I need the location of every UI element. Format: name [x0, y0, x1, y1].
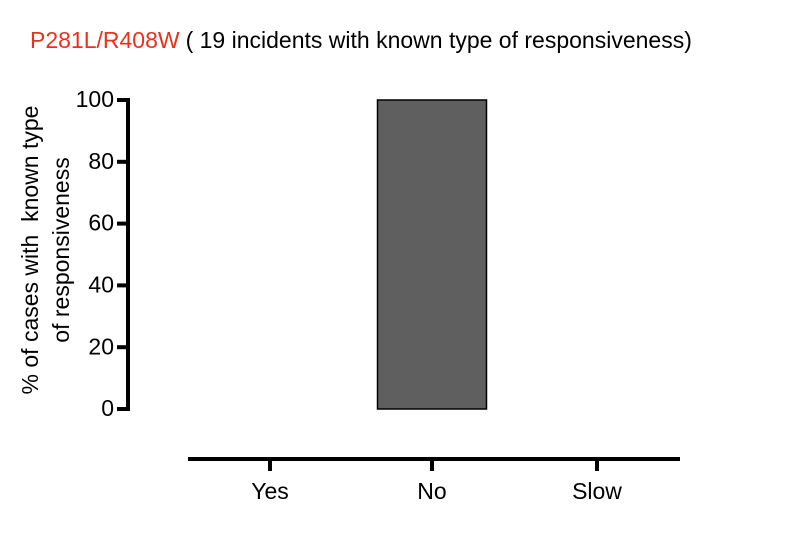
y-tick-label: 40	[88, 271, 114, 297]
x-tick-label: No	[417, 478, 446, 504]
y-tick-label: 100	[76, 86, 114, 112]
title-highlight: P281L/R408W	[30, 27, 180, 53]
y-tick-label: 60	[88, 210, 114, 236]
y-tick-label: 80	[88, 148, 114, 174]
chart-title: P281L/R408W( 19 incidents with known typ…	[30, 27, 692, 53]
y-tick-label: 20	[88, 333, 114, 359]
bar	[376, 99, 488, 410]
x-tick-label: Yes	[251, 478, 289, 504]
x-tick-label: Slow	[572, 478, 622, 504]
y-axis-label: % of cases with known type	[17, 106, 43, 395]
title-text: ( 19 incidents with known type of respon…	[186, 27, 692, 53]
y-axis-label: of responsiveness	[48, 157, 74, 342]
y-tick-label: 0	[101, 395, 114, 421]
